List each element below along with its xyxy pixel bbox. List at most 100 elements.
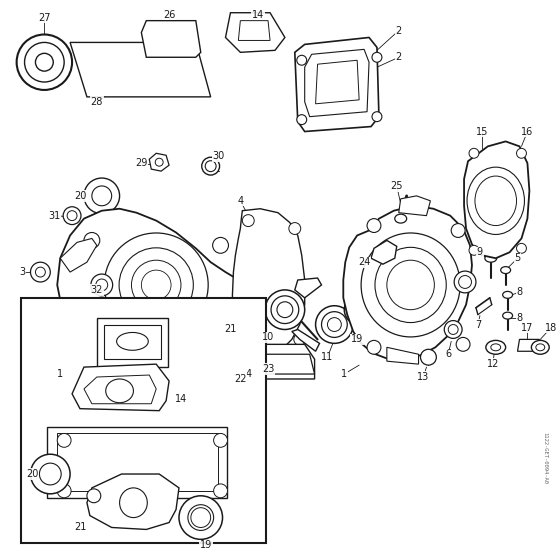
Text: 20: 20: [74, 191, 86, 201]
Circle shape: [84, 178, 120, 214]
Polygon shape: [517, 339, 542, 351]
Ellipse shape: [491, 344, 501, 351]
Ellipse shape: [91, 274, 113, 296]
Ellipse shape: [467, 167, 525, 235]
Circle shape: [79, 337, 95, 352]
Text: 1122-GET-0094-A0: 1122-GET-0094-A0: [543, 432, 548, 484]
Text: 22: 22: [234, 374, 246, 384]
Text: 15: 15: [475, 127, 488, 137]
Polygon shape: [141, 21, 200, 57]
Polygon shape: [316, 60, 359, 104]
Text: 29: 29: [135, 158, 147, 168]
Ellipse shape: [375, 248, 446, 323]
Text: 16: 16: [521, 127, 534, 137]
Ellipse shape: [277, 302, 293, 318]
Ellipse shape: [485, 254, 497, 262]
Circle shape: [57, 484, 71, 498]
Ellipse shape: [316, 306, 353, 343]
Polygon shape: [387, 347, 418, 364]
Ellipse shape: [106, 379, 133, 403]
Bar: [97, 318, 168, 367]
Polygon shape: [226, 302, 252, 325]
Polygon shape: [239, 21, 270, 40]
Polygon shape: [226, 13, 285, 52]
Polygon shape: [70, 43, 211, 97]
Ellipse shape: [205, 161, 216, 171]
Text: 12: 12: [487, 359, 499, 369]
Circle shape: [244, 348, 256, 360]
Ellipse shape: [141, 270, 171, 300]
Text: 31: 31: [48, 211, 60, 221]
Text: 32: 32: [91, 285, 103, 295]
Text: 4: 4: [237, 196, 244, 206]
Polygon shape: [87, 474, 179, 529]
Text: 1: 1: [341, 369, 347, 379]
Circle shape: [367, 218, 381, 232]
Polygon shape: [343, 206, 472, 359]
Bar: [48, 427, 227, 498]
Text: 24: 24: [358, 257, 370, 267]
Ellipse shape: [536, 344, 545, 351]
Text: 13: 13: [417, 372, 430, 382]
Polygon shape: [464, 142, 529, 258]
Text: 8: 8: [516, 312, 522, 323]
Circle shape: [421, 349, 436, 365]
Text: 11: 11: [321, 352, 334, 362]
Ellipse shape: [361, 233, 460, 337]
Circle shape: [294, 333, 306, 346]
Text: 26: 26: [163, 10, 175, 20]
Ellipse shape: [503, 312, 512, 319]
Circle shape: [39, 463, 61, 485]
Circle shape: [188, 505, 213, 530]
Circle shape: [367, 340, 381, 354]
Circle shape: [516, 244, 526, 253]
Circle shape: [17, 35, 72, 90]
Circle shape: [218, 332, 234, 347]
Text: 4: 4: [245, 369, 251, 379]
Circle shape: [469, 148, 479, 158]
Text: 2: 2: [395, 26, 402, 35]
Circle shape: [25, 43, 64, 82]
Circle shape: [444, 320, 462, 338]
Text: 6: 6: [445, 349, 451, 360]
Text: 9: 9: [477, 248, 483, 257]
Polygon shape: [258, 344, 315, 379]
Ellipse shape: [454, 271, 476, 293]
Circle shape: [242, 214, 254, 227]
Circle shape: [372, 52, 382, 62]
Text: 21: 21: [74, 522, 86, 533]
Circle shape: [372, 111, 382, 122]
Polygon shape: [371, 240, 396, 264]
Ellipse shape: [459, 276, 472, 288]
Bar: [57, 433, 218, 491]
Polygon shape: [305, 49, 369, 116]
Ellipse shape: [132, 260, 181, 310]
Ellipse shape: [501, 267, 511, 274]
Circle shape: [451, 223, 465, 237]
Text: 19: 19: [351, 334, 363, 344]
Polygon shape: [84, 375, 156, 404]
Ellipse shape: [120, 488, 147, 517]
Text: 30: 30: [212, 151, 225, 161]
Ellipse shape: [387, 260, 435, 310]
Polygon shape: [292, 329, 320, 351]
Circle shape: [35, 267, 45, 277]
Circle shape: [213, 433, 227, 447]
Circle shape: [35, 53, 53, 71]
Ellipse shape: [191, 508, 211, 528]
Circle shape: [516, 148, 526, 158]
Polygon shape: [57, 209, 240, 361]
Text: 2: 2: [395, 52, 402, 62]
Ellipse shape: [321, 312, 347, 338]
Ellipse shape: [202, 157, 220, 175]
Ellipse shape: [354, 305, 364, 315]
Text: 25: 25: [390, 181, 403, 191]
Text: 14: 14: [252, 10, 264, 20]
Text: 17: 17: [521, 323, 534, 333]
Text: 20: 20: [26, 469, 39, 479]
Ellipse shape: [486, 340, 506, 354]
Circle shape: [297, 55, 307, 65]
Text: 28: 28: [91, 97, 103, 107]
Circle shape: [448, 325, 458, 334]
Ellipse shape: [531, 340, 549, 354]
